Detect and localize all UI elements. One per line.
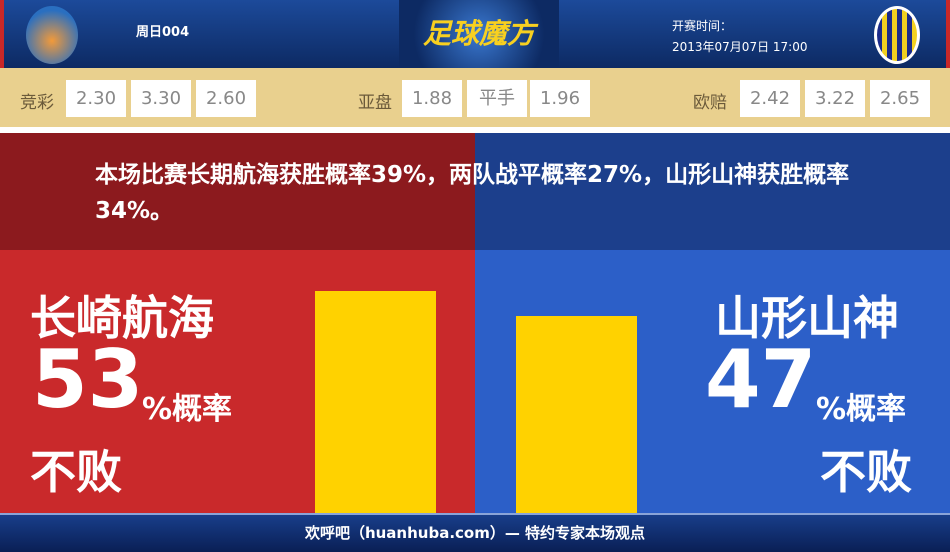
odds-bar: 竞彩 2.30 3.30 2.60 亚盘 1.88 平手 1.96 欧赔 2.4… bbox=[0, 68, 950, 127]
home-team-name: 长崎航海 bbox=[30, 291, 214, 345]
away-percent-unit: %概率 bbox=[816, 392, 907, 427]
yapan-home: 1.88 bbox=[402, 80, 462, 117]
away-team-name: 山形山神 bbox=[715, 291, 899, 345]
kickoff: 开赛时间： 2013年07月07日 17:00 bbox=[672, 16, 807, 58]
away-outcome: 不败 bbox=[820, 445, 912, 499]
divider bbox=[0, 127, 950, 133]
yapan-away: 1.96 bbox=[530, 80, 590, 117]
away-team-logo-icon bbox=[874, 6, 920, 64]
summary-band-home bbox=[0, 133, 475, 250]
jingcai-label: 竞彩 bbox=[20, 93, 54, 113]
home-outcome: 不败 bbox=[30, 445, 122, 499]
away-probability-bar bbox=[516, 316, 637, 513]
brand-logo: 足球魔方 bbox=[399, 0, 559, 68]
kickoff-time: 2013年07月07日 17:00 bbox=[672, 40, 808, 54]
jingcai-win: 2.30 bbox=[66, 80, 126, 117]
jingcai-draw: 3.30 bbox=[131, 80, 191, 117]
oupei-lose: 2.65 bbox=[870, 80, 930, 117]
home-percent: 53 bbox=[32, 333, 144, 426]
summary-band-away bbox=[475, 133, 950, 250]
oupei-draw: 3.22 bbox=[805, 80, 865, 117]
away-percent: 47 bbox=[705, 333, 817, 426]
header: 周日004 足球魔方 开赛时间： 2013年07月07日 17:00 bbox=[0, 0, 950, 68]
home-probability-bar bbox=[315, 291, 436, 513]
home-team-logo-icon bbox=[26, 6, 78, 64]
summary-text: 本场比赛长期航海获胜概率39%，两队战平概率27%，山形山神获胜概率34%。 bbox=[95, 162, 850, 224]
match-number: 周日004 bbox=[136, 25, 190, 40]
yapan-label: 亚盘 bbox=[358, 93, 392, 113]
home-percent-unit: %概率 bbox=[142, 392, 233, 427]
oupei-win: 2.42 bbox=[740, 80, 800, 117]
yapan-handicap: 平手 bbox=[467, 80, 527, 117]
footer-credit: 欢呼吧（huanhuba.com）— 特约专家本场观点 bbox=[0, 513, 950, 552]
oupei-label: 欧赔 bbox=[693, 93, 727, 113]
jingcai-lose: 2.60 bbox=[196, 80, 256, 117]
kickoff-label: 开赛时间： bbox=[672, 19, 733, 33]
